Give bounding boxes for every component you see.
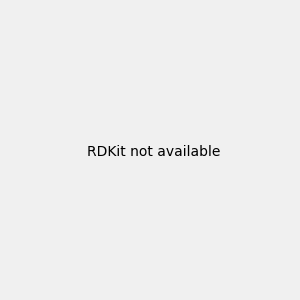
Text: RDKit not available: RDKit not available xyxy=(87,145,220,158)
